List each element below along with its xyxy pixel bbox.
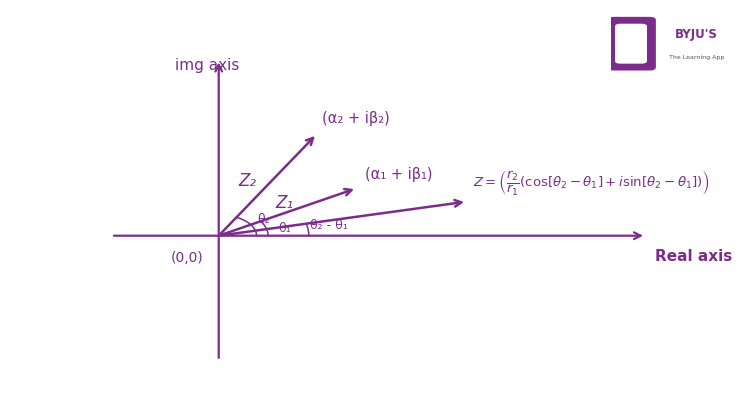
Text: θ₂ - θ₁: θ₂ - θ₁: [310, 219, 347, 233]
Text: Z₁: Z₁: [276, 194, 294, 212]
Text: Z₂: Z₂: [238, 172, 256, 190]
Text: (α₁ + iβ₁): (α₁ + iβ₁): [365, 167, 433, 182]
FancyBboxPatch shape: [615, 24, 647, 64]
Text: img axis: img axis: [175, 58, 239, 73]
Text: θ₂: θ₂: [257, 213, 270, 226]
Text: Real axis: Real axis: [655, 249, 732, 264]
Text: $Z=\left(\dfrac{r_2}{r_1}\left(\cos[\theta_2 - \theta_1] + i\sin[\theta_2 - \the: $Z=\left(\dfrac{r_2}{r_1}\left(\cos[\the…: [472, 168, 710, 197]
Text: θ₁: θ₁: [278, 223, 291, 235]
Text: (α₂ + iβ₂): (α₂ + iβ₂): [322, 111, 389, 126]
Text: (0,0): (0,0): [170, 251, 203, 265]
FancyBboxPatch shape: [608, 17, 656, 70]
Text: BYJU'S: BYJU'S: [675, 28, 718, 41]
Text: The Learning App: The Learning App: [669, 55, 724, 60]
